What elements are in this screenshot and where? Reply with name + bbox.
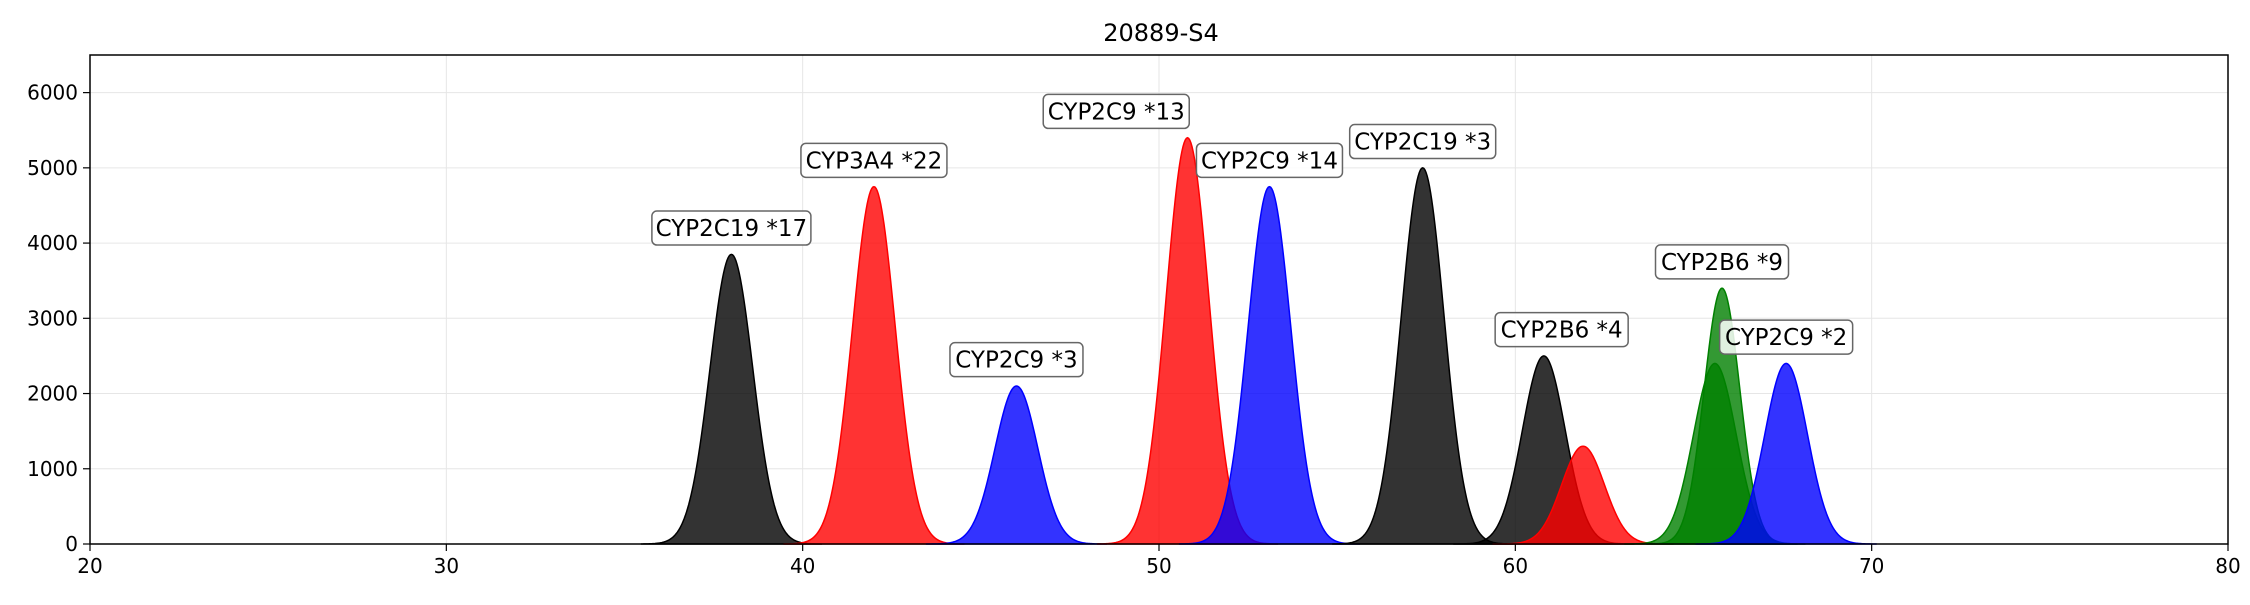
annotation-text: CYP2C19 *3 [1354, 130, 1491, 156]
y-tick-label: 6000 [27, 81, 78, 105]
annotation-box [1494, 311, 1629, 348]
annotation-box [1654, 244, 1790, 280]
annotation-text: CYP2C19 *17 [656, 216, 808, 242]
annotation-text: CYP2C9 *13 [1048, 99, 1185, 125]
peak-annotation: CYP2C9 *14 [1195, 142, 1344, 179]
peak-annotation: CYP2C19 *17 [651, 210, 812, 246]
annotation-box [1042, 93, 1190, 130]
annotation-box [800, 142, 948, 179]
annotation-text: CYP2B6 *9 [1661, 250, 1783, 276]
x-tick-label: 40 [790, 554, 815, 578]
y-tick-label: 3000 [27, 306, 78, 330]
peak-blue-4 [1178, 185, 1361, 545]
peak-annotation: CYP2C9 *13 [1042, 93, 1190, 130]
annotation-text: CYP2C9 *14 [1201, 148, 1338, 174]
peak-blue-2 [925, 385, 1108, 545]
peak-annotation: CYP2C19 *3 [1348, 123, 1497, 160]
peak-red-1 [783, 185, 965, 545]
peak-blue-10 [1695, 362, 1877, 545]
annotation-text: CYP2B6 *4 [1501, 318, 1623, 344]
y-tick-label: 0 [65, 532, 78, 556]
peak-annotation: CYP2B6 *4 [1494, 311, 1629, 348]
annotation-box [651, 210, 812, 246]
peak-black-0 [640, 253, 822, 545]
peak-annotation: CYP2C9 *2 [1718, 319, 1854, 355]
peak-annotation: CYP3A4 *22 [800, 142, 948, 179]
y-tick-label: 5000 [27, 156, 78, 180]
annotation-text: CYP2C9 *3 [955, 348, 1077, 374]
x-tick-label: 30 [434, 554, 459, 578]
annotation-box [1195, 142, 1344, 179]
x-tick-label: 50 [1146, 554, 1171, 578]
y-tick-label: 1000 [27, 457, 78, 481]
peak-black-5 [1332, 167, 1514, 545]
x-tick-label: 70 [1859, 554, 1884, 578]
peak-annotation: CYP2B6 *9 [1654, 244, 1790, 280]
y-tick-label: 4000 [27, 231, 78, 255]
y-tick-label: 2000 [27, 382, 78, 406]
x-tick-label: 60 [1503, 554, 1528, 578]
x-tick-label: 80 [2215, 554, 2240, 578]
annotation-text: CYP2C9 *2 [1725, 325, 1847, 351]
annotation-box [1348, 123, 1497, 160]
x-tick-label: 20 [77, 554, 102, 578]
annotation-text: CYP3A4 *22 [806, 148, 943, 174]
peak-annotation: CYP2C9 *3 [949, 341, 1084, 378]
annotation-box [949, 341, 1084, 378]
annotation-box [1718, 319, 1854, 355]
chart-title: 20889-S4 [1103, 19, 1219, 47]
